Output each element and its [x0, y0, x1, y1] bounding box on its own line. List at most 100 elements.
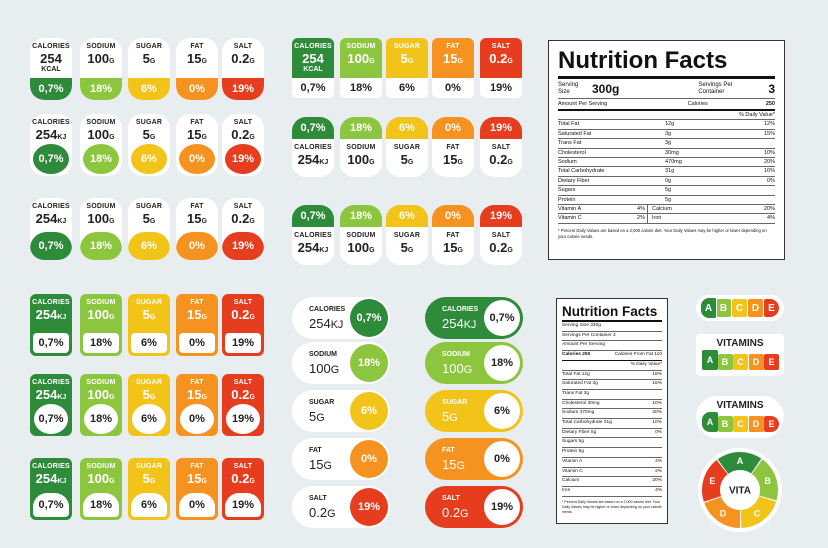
grade-e: E	[764, 299, 779, 317]
nutrient-unit: G	[149, 478, 156, 485]
nutrient-name: FAT	[190, 299, 204, 306]
nutrient-label-card: SALT 0.2G 19%	[222, 458, 264, 520]
nutrient-name: CALORIES	[294, 232, 332, 239]
nutrient-value: 254	[302, 51, 324, 66]
nutrient-name: CALORIES	[442, 306, 479, 313]
percentage-circle: 19%	[484, 489, 520, 525]
percentage-circle: 0%	[179, 144, 215, 174]
mineral-label: Iron	[652, 215, 662, 222]
nutrient-unit: KJ	[319, 159, 329, 166]
nutrient-value: 100G	[87, 471, 115, 486]
nutrient-unit: G	[457, 247, 463, 254]
servings-value: 3	[768, 82, 775, 96]
percentage-badge: 0,7%	[30, 78, 72, 100]
nutrient-unit: G	[507, 159, 513, 166]
facts-dv: 10%	[763, 149, 775, 156]
percentage-badge: 0,7%	[292, 205, 334, 227]
nutrient-unit: G	[109, 58, 115, 65]
nutrient-value: 254	[40, 51, 62, 66]
horizontal-pill-label: SUGAR 5G 6%	[292, 390, 390, 432]
vita-label: VITA	[729, 486, 751, 497]
nutrient-value: 15G	[309, 457, 332, 472]
nutrient-value: 0.2G	[442, 505, 469, 520]
horizontal-pill-label: CALORIES 254KJ 0,7%	[425, 297, 523, 339]
nutrient-label-card: SODIUM 100G 18%	[80, 38, 122, 100]
percentage-badge: 19%	[480, 117, 522, 139]
vitamins-grade-card-rounded: VITAMINS A B C D E	[696, 396, 784, 438]
nutrient-unit: G	[249, 218, 255, 225]
nutrient-name: SUGAR	[309, 399, 335, 406]
nutrient-value: 254KJ	[35, 387, 67, 402]
nutrient-unit: G	[201, 218, 207, 225]
facts-label: Serving Size 330g	[562, 323, 601, 328]
nutrient-label-top: CALORIES 254 KCAL	[292, 38, 334, 78]
percentage-value: 0,7%	[33, 493, 69, 517]
facts-row: Sugars 5g	[558, 186, 775, 196]
nutrient-unit: G	[463, 364, 473, 376]
horizontal-pill-label: SALT 0.2G 19%	[292, 486, 390, 528]
nutrient-name: SALT	[309, 495, 327, 502]
facts-dv: 10%	[763, 168, 775, 175]
facts-row: Serving Size 330g	[562, 322, 662, 332]
nutrient-label-card: SODIUM 100G 18%	[80, 198, 122, 260]
nutrient-name: FAT	[190, 379, 204, 386]
nutrient-unit: G	[327, 508, 336, 520]
nutrient-value: 5G	[400, 152, 414, 167]
nutrient-value: 0.2G	[489, 152, 513, 167]
nutrient-value: 0.2G	[231, 127, 255, 142]
nutrient-label-card: SALT 0.2G 19%	[222, 294, 264, 356]
nutrient-name: CALORIES	[294, 144, 332, 151]
nutrient-value: 254KJ	[35, 127, 67, 142]
calories-label: Calories	[687, 101, 708, 107]
facts-label: Cholesterol 30mg	[562, 400, 600, 406]
nutrient-value: 15G	[187, 471, 207, 486]
nutrient-unit: G	[457, 58, 463, 65]
nutrient-label-bottom: SODIUM 100G	[340, 227, 382, 265]
vitamins-title: VITAMINS	[716, 400, 764, 411]
facts-dv: 20%	[763, 159, 775, 166]
nutrient-name: CALORIES	[294, 43, 332, 50]
donut-grade-c: C	[754, 508, 761, 518]
facts-row: Saturated Fat 3g 15%	[562, 380, 662, 390]
nutrient-label-card: CALORIES 254KJ 0,7%	[30, 458, 72, 520]
facts-dv: 10%	[652, 420, 662, 426]
nutrient-unit: G	[456, 460, 465, 472]
donut-segment-b	[751, 459, 778, 501]
percentage-value: 6%	[386, 78, 428, 98]
facts-row: Trans Fat 3g	[562, 390, 662, 400]
nutrient-unit: G	[249, 478, 255, 485]
grade-a: A	[702, 412, 718, 432]
nutrient-unit: G	[249, 394, 255, 401]
horizontal-pill-label: SODIUM 100G 18%	[425, 342, 523, 384]
facts-row: Protein 5g	[558, 196, 775, 206]
nutrient-value: 254KJ	[309, 316, 344, 331]
facts-row: Vitamin C 2%	[562, 468, 662, 478]
nutrient-label-bottom: CALORIES 254KJ	[292, 227, 334, 265]
nutrient-name: SUGAR	[393, 144, 421, 151]
nutrient-value: 15G	[187, 387, 207, 402]
nutrient-unit: G	[201, 314, 207, 321]
percentage-badge: 6%	[128, 232, 170, 260]
facts-label: Protein	[558, 196, 576, 203]
horizontal-pill-label: FAT 15G 0%	[292, 438, 390, 480]
nutrient-value: 5G	[400, 51, 414, 66]
amount-label: Amount Per Serving	[558, 101, 608, 107]
percentage-circle: 0,7%	[33, 144, 69, 174]
facts-label: Vitamin A	[562, 458, 583, 464]
percentage-circle: 0%	[350, 440, 388, 478]
nutrient-name: SODIUM	[86, 119, 116, 126]
nutrient-name: SUGAR	[135, 463, 163, 470]
nutrient-name: CALORIES	[32, 463, 70, 470]
facts-label: Total Carbohydrate 31g	[562, 420, 612, 426]
nutrient-value: 5G	[142, 51, 156, 66]
serving-size-value: 300g	[592, 82, 620, 96]
percentage-circle: 6%	[131, 144, 167, 174]
vita-donut: A B C D E VITA	[698, 448, 782, 532]
nutrient-unit: G	[507, 247, 513, 254]
nutrient-unit: KJ	[330, 319, 344, 331]
vitamins-grade-card: VITAMINS A B C D E	[696, 334, 784, 376]
grade-c: C	[733, 416, 748, 432]
mineral-pct: 4%	[767, 215, 775, 222]
facts-row: Dietary Fiber 0g 0%	[562, 429, 662, 439]
nutrient-name: FAT	[446, 144, 460, 151]
